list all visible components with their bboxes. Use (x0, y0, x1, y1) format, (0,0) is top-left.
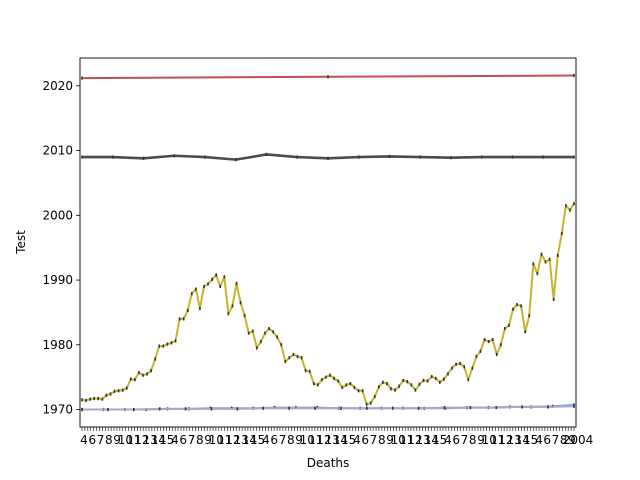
x-tick-label: 9 (295, 433, 303, 447)
x-tick-label: 4 (353, 433, 361, 447)
x-tick-label: 4 (262, 433, 270, 447)
x-tick-label: 10 (482, 433, 497, 447)
x-tick-label: 9 (568, 433, 576, 447)
x-tick-label: 7 (279, 433, 287, 447)
x-tick-label: 7 (461, 433, 469, 447)
x-tick-label: 10 (391, 433, 406, 447)
x-tick-label: 8 (287, 433, 295, 447)
x-tick-label: 12 (498, 433, 513, 447)
x-tick-label: 9 (113, 433, 121, 447)
axes-frame (79, 57, 577, 428)
x-tick-label: 13 (506, 433, 521, 447)
x-tick-label: 15 (250, 433, 265, 447)
x-tick-label: 9 (204, 433, 212, 447)
x-tick-label: 4 (171, 433, 179, 447)
x-tick-label: 12 (225, 433, 240, 447)
x-tick-label: 12 (407, 433, 422, 447)
x-tick-label: 14 (424, 433, 439, 447)
x-tick-label: 15 (159, 433, 174, 447)
x-tick-label: 15 (523, 433, 538, 447)
y-tick-label: 2000 (42, 208, 73, 222)
x-tick-label: 7 (552, 433, 560, 447)
y-tick-label: 1990 (42, 273, 73, 287)
x-tick-label: 4 (80, 433, 88, 447)
x-tick-label: 15 (341, 433, 356, 447)
x-tick-label: 11 (217, 433, 232, 447)
y-tick-label: 2010 (42, 144, 73, 158)
x-tick-label: 11 (490, 433, 505, 447)
x-tick-label: 6 (452, 433, 460, 447)
x-tick-label: 14 (333, 433, 348, 447)
x-tick-label: 8 (378, 433, 386, 447)
x-tick-label: 12 (134, 433, 149, 447)
x-tick-label: 9 (477, 433, 485, 447)
x-tick-label: 6 (361, 433, 369, 447)
x-tick-label: 9 (386, 433, 394, 447)
x-tick-label: 4 (535, 433, 543, 447)
x-tick-label: 14 (515, 433, 530, 447)
x-tick-label: 11 (126, 433, 141, 447)
x-tick-label: 15 (432, 433, 447, 447)
x-tick-label: 13 (234, 433, 249, 447)
x-tick-label: 7 (188, 433, 196, 447)
x-tick-label: 6 (270, 433, 278, 447)
y-tick-label: 1980 (42, 338, 73, 352)
x-tick-label: 10 (300, 433, 315, 447)
x-tick-label: 8 (196, 433, 204, 447)
y-tick-label: 1970 (42, 403, 73, 417)
x-tick-label: 11 (399, 433, 414, 447)
x-tick-label: 8 (105, 433, 113, 447)
x-tick-label: 10 (209, 433, 224, 447)
y-axis-ticks: 1970 1980 1990 2000 2010 2020 (42, 79, 80, 417)
series-line-5 (82, 405, 575, 411)
x-tick-label: 8 (560, 433, 568, 447)
x-tick-label: 4 (444, 433, 452, 447)
x-tick-label: 13 (324, 433, 339, 447)
x-tick-label: 11 (308, 433, 323, 447)
x-tick-label: 2004 (563, 433, 594, 447)
x-tick-label: 7 (370, 433, 378, 447)
x-tick-label: 6 (543, 433, 551, 447)
x-tick-label: 8 (469, 433, 477, 447)
x-tick-label: 6 (179, 433, 187, 447)
x-axis-label: Deaths (307, 456, 350, 470)
x-tick-label: 7 (97, 433, 105, 447)
series-layer (81, 73, 575, 412)
x-tick-label: 6 (88, 433, 96, 447)
plot-area (80, 58, 576, 427)
y-tick-label: 2020 (42, 79, 73, 93)
x-tick-label: 13 (143, 433, 158, 447)
x-tick-label: 10 (118, 433, 133, 447)
y-axis-label: Test (14, 230, 28, 255)
x-tick-label: 14 (151, 433, 166, 447)
x-tick-label: 12 (316, 433, 331, 447)
x-tick-label: 13 (415, 433, 430, 447)
x-tick-label: 14 (242, 433, 257, 447)
